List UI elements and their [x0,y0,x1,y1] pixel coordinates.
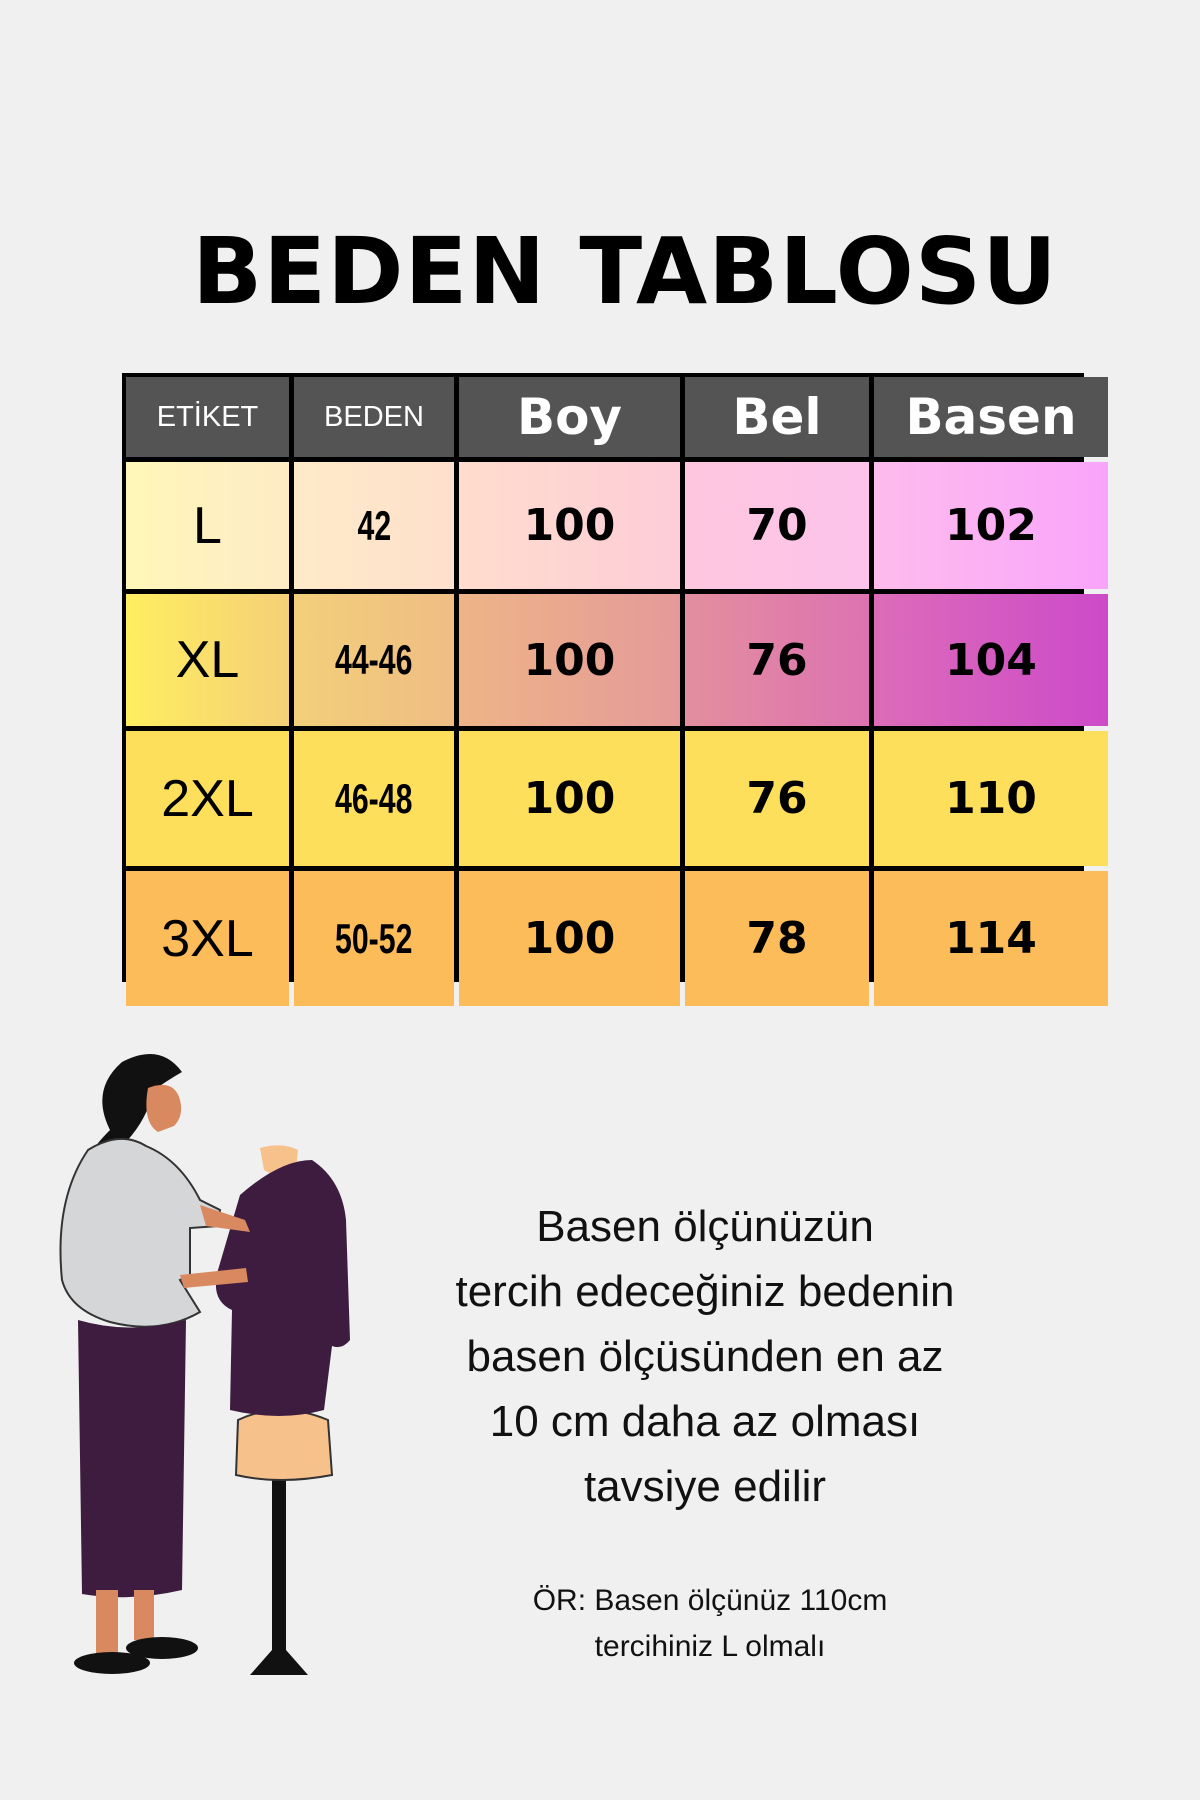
note-line: basen ölçüsünden en az [466,1332,944,1381]
cell-etiket: XL [126,594,289,726]
cell-beden: 42 [294,462,454,589]
cell-boy: 100 [459,871,680,1006]
note-line: tercih edeceğiniz bedenin [455,1267,955,1316]
cell-basen: 102 [874,462,1108,589]
tailor-illustration [59,1054,350,1675]
header-etiket: ETİKET [126,377,289,457]
cell-beden: 50-52 [294,871,454,1006]
cell-basen: 110 [874,731,1108,866]
header-basen: Basen [874,377,1108,457]
cell-beden: 46-48 [294,731,454,866]
cell-boy: 100 [459,462,680,589]
example-line: tercihiniz L olmalı [594,1630,826,1663]
cell-bel: 76 [685,594,869,726]
example-line: ÖR: Basen ölçünüz 110cm [532,1584,888,1617]
cell-etiket: L [126,462,289,589]
beden-value: 46-48 [335,774,413,822]
basen-advice-note: Basen ölçünüzün tercih edeceğiniz bedeni… [390,1194,1020,1519]
beden-value: 44-46 [335,636,413,683]
note-line: 10 cm daha az olması [489,1397,921,1446]
cell-etiket: 3XL [126,871,289,1006]
size-table: ETİKET BEDEN Boy Bel Basen L 42 100 70 1… [122,373,1108,1006]
header-boy: Boy [459,377,680,457]
header-bel: Bel [685,377,869,457]
cell-etiket: 2XL [126,731,289,866]
beden-value: 50-52 [335,914,413,962]
example-note: ÖR: Basen ölçünüz 110cm tercihiniz L olm… [430,1578,990,1670]
cell-beden: 44-46 [294,594,454,726]
page-title: BEDEN TABLOSU [192,218,1058,325]
cell-boy: 100 [459,731,680,866]
note-line: tavsiye edilir [583,1462,827,1511]
cell-bel: 78 [685,871,869,1006]
cell-boy: 100 [459,594,680,726]
header-beden: BEDEN [294,377,454,457]
cell-basen: 114 [874,871,1108,1006]
beden-value: 42 [357,501,391,549]
cell-basen: 104 [874,594,1108,726]
cell-bel: 70 [685,462,869,589]
cell-bel: 76 [685,731,869,866]
note-line: Basen ölçünüzün [536,1202,874,1251]
